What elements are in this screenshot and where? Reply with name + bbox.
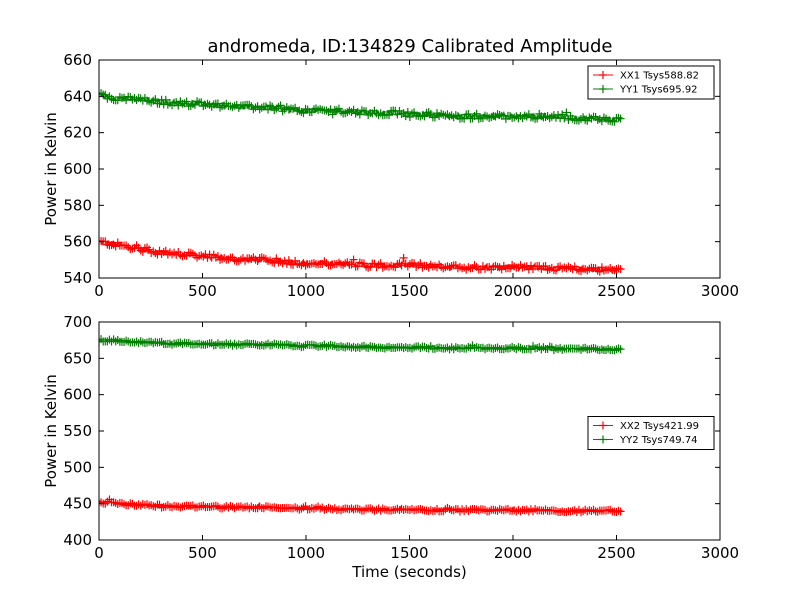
legend: XX2 Tsys421.99 YY2 Tsys749.74 xyxy=(587,416,715,450)
x-tick-label: 500 xyxy=(188,282,217,300)
x-tick-label: 2000 xyxy=(494,544,532,562)
y-tick-label: 500 xyxy=(63,458,92,476)
chart-title: andromeda, ID:134829 Calibrated Amplitud… xyxy=(207,36,612,57)
series-markers xyxy=(99,89,625,126)
legend-marker xyxy=(599,71,607,79)
bottom-panel: 0 500 1000 1500 2000 2500 3000 400 450 500 550 600 6… xyxy=(42,313,739,581)
y-tick-label: 400 xyxy=(63,531,92,549)
y-tick-label: 640 xyxy=(63,87,92,105)
x-tick-label: 0 xyxy=(94,282,104,300)
y-tick-label: 550 xyxy=(63,422,92,440)
x-tick-label: 2000 xyxy=(494,282,532,300)
y-tick-label: 650 xyxy=(63,349,92,367)
y-tick-label: 660 xyxy=(63,51,92,69)
y-tick-label: 600 xyxy=(63,160,92,178)
legend-marker xyxy=(599,435,607,444)
legend-label: XX2 Tsys421.99 xyxy=(620,421,699,432)
x-tick-label: 1500 xyxy=(390,544,428,562)
x-axis-label: Time (seconds) xyxy=(351,563,467,581)
x-tick-label: 1000 xyxy=(287,544,325,562)
series-xx2 xyxy=(99,495,625,517)
y-axis-label: Power in Kelvin xyxy=(42,112,60,226)
legend-label: YY1 Tsys695.92 xyxy=(619,85,698,96)
legend-label: YY2 Tsys749.74 xyxy=(619,435,698,446)
series-xx1 xyxy=(99,236,625,276)
y-tick-label: 560 xyxy=(63,233,92,251)
y-tick-label: 620 xyxy=(63,124,92,142)
legend-box xyxy=(587,416,715,450)
x-tick-label: 2500 xyxy=(597,544,635,562)
y-axis-label: Power in Kelvin xyxy=(42,374,60,488)
y-tick-label: 580 xyxy=(63,196,92,214)
x-tick-label: 1000 xyxy=(287,282,325,300)
x-tick-label: 3000 xyxy=(701,544,739,562)
legend-box xyxy=(587,65,715,100)
series-yy2 xyxy=(99,335,625,355)
x-tick-label: 2500 xyxy=(597,282,635,300)
legend-marker xyxy=(599,85,607,93)
x-tick-label: 0 xyxy=(94,544,104,562)
x-tick-label: 500 xyxy=(188,544,217,562)
y-tick-label: 600 xyxy=(63,386,92,404)
series-markers xyxy=(99,236,625,276)
series-markers xyxy=(99,335,625,355)
series-line xyxy=(99,239,621,274)
legend-label: XX1 Tsys588.82 xyxy=(620,71,699,82)
y-tick-label: 700 xyxy=(63,313,92,331)
y-tick-label: 450 xyxy=(63,495,92,513)
series-yy1 xyxy=(99,89,625,126)
y-tick-label: 540 xyxy=(63,269,92,287)
series-markers xyxy=(99,495,625,517)
legend-marker xyxy=(599,421,607,430)
x-tick-label: 1500 xyxy=(390,282,428,300)
x-tick-label: 3000 xyxy=(701,282,739,300)
legend: XX1 Tsys588.82 YY1 Tsys695.92 xyxy=(587,65,715,100)
top-panel: 0 500 1000 1500 2000 2500 3000 540 560 580 600 620 6… xyxy=(42,51,739,300)
